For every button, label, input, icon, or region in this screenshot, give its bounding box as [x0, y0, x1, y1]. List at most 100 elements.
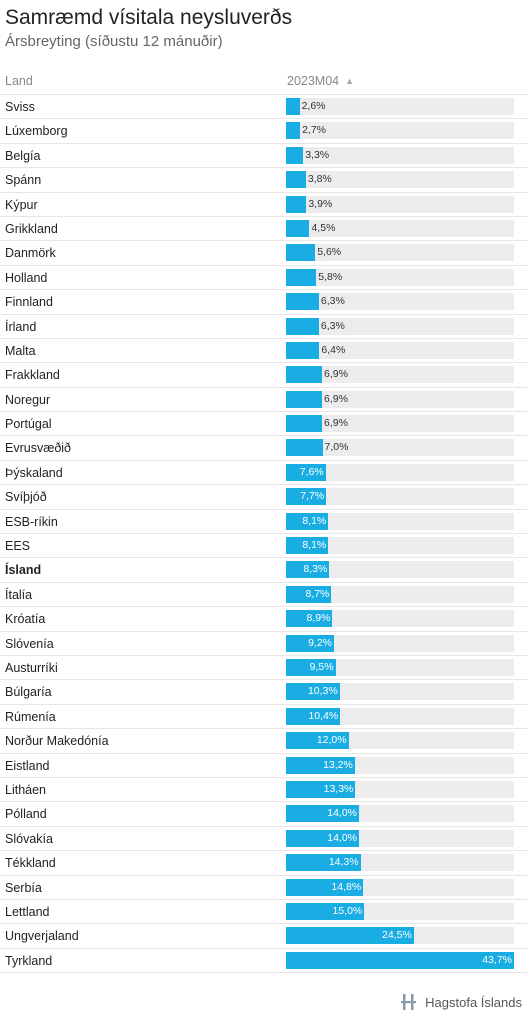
value-label: 8,7% — [305, 587, 330, 600]
value-label: 6,9% — [324, 392, 348, 405]
column-header-value[interactable]: 2023M04 ▲ — [287, 74, 354, 88]
bar-track — [286, 268, 514, 286]
country-label: Búlgaría — [5, 685, 52, 700]
bar-track — [286, 439, 514, 457]
value-label: 7,7% — [300, 490, 325, 503]
country-label: Svíþjóð — [5, 490, 47, 505]
bar[interactable] — [286, 146, 304, 164]
bar[interactable] — [286, 732, 349, 750]
bar[interactable] — [286, 707, 341, 725]
bar-track — [286, 171, 514, 189]
bar[interactable] — [286, 341, 320, 359]
bar-track — [286, 146, 514, 164]
bar[interactable] — [286, 244, 316, 262]
country-label: Austurríki — [5, 660, 58, 675]
bar[interactable] — [286, 219, 310, 237]
bar-track — [286, 415, 514, 433]
bar[interactable] — [286, 610, 333, 628]
value-label: 2,7% — [302, 124, 327, 137]
table-row: Belgía 3,3% — [0, 144, 528, 169]
bar[interactable] — [286, 780, 356, 798]
bar[interactable] — [286, 902, 365, 920]
bar[interactable] — [286, 317, 319, 335]
table-row: Eistland 13,2% — [0, 754, 528, 778]
bar[interactable] — [286, 171, 306, 189]
table-row: EES 8,1% — [0, 534, 528, 559]
brand-name: Hagstofa Íslands — [425, 994, 522, 1010]
bar[interactable] — [286, 488, 327, 506]
value-label: 3,3% — [305, 148, 330, 161]
value-label: 8,3% — [303, 563, 328, 576]
country-label: Írland — [5, 319, 37, 334]
column-header-country[interactable]: Land — [5, 74, 33, 88]
table-row: Austurríki 9,5% — [0, 656, 528, 681]
country-label: Slóvakía — [5, 831, 53, 846]
bar[interactable] — [286, 854, 361, 872]
bar[interactable] — [286, 122, 301, 140]
value-label: 8,1% — [302, 514, 327, 527]
country-label: Lúxemborg — [5, 124, 68, 139]
table-row: Lettland 15,0% — [0, 900, 528, 925]
value-label: 14,3% — [328, 856, 359, 869]
bar-track — [286, 463, 514, 481]
bar[interactable] — [286, 634, 334, 652]
table-row: Lúxemborg 2,7% — [0, 119, 528, 144]
bar[interactable] — [286, 561, 330, 579]
bar[interactable] — [286, 585, 332, 603]
country-label: Noregur — [5, 392, 51, 407]
value-label: 6,3% — [320, 319, 345, 332]
hagstofa-logo-icon — [401, 994, 417, 1010]
value-label: 8,1% — [302, 539, 327, 552]
table-row: Sviss 2,6% — [0, 95, 528, 120]
bar-track — [286, 658, 514, 676]
bar[interactable] — [286, 658, 336, 676]
bar[interactable] — [286, 927, 414, 945]
value-label: 10,4% — [308, 709, 339, 722]
bar[interactable] — [286, 512, 329, 530]
bar[interactable] — [286, 439, 323, 457]
bar[interactable] — [286, 98, 300, 115]
country-label: Lettland — [5, 904, 50, 919]
country-label: Sviss — [5, 100, 35, 114]
bar-track — [286, 195, 514, 213]
column-header-value-label: 2023M04 — [287, 74, 340, 88]
sort-ascending-icon[interactable]: ▲ — [345, 76, 355, 86]
country-label: Norður Makedónía — [5, 734, 109, 749]
country-label: Ungverjaland — [5, 929, 79, 944]
header-divider — [0, 94, 528, 95]
table-row: Malta 6,4% — [0, 339, 528, 364]
country-label: Þýskaland — [5, 465, 63, 480]
country-label: Evrusvæðið — [5, 441, 71, 456]
country-label: Ísland — [5, 563, 42, 578]
bar[interactable] — [286, 878, 364, 896]
country-label: EES — [5, 539, 31, 554]
country-label: Pólland — [5, 807, 47, 822]
value-label: 8,9% — [306, 612, 331, 625]
bar[interactable] — [286, 756, 355, 774]
bar[interactable] — [286, 390, 322, 408]
bar[interactable] — [286, 829, 360, 847]
bar[interactable] — [286, 293, 319, 311]
country-label: Frakkland — [5, 368, 60, 383]
value-label: 5,8% — [318, 270, 343, 283]
table-row: Danmörk 5,6% — [0, 241, 528, 266]
bar[interactable] — [286, 366, 322, 384]
table-row: ESB-ríkin 8,1% — [0, 510, 528, 535]
bar[interactable] — [286, 415, 322, 433]
bar-track — [286, 585, 514, 603]
country-label: Malta — [5, 343, 36, 358]
bar[interactable] — [286, 268, 317, 286]
value-label: 7,6% — [299, 465, 324, 478]
bar[interactable] — [286, 683, 340, 701]
table-row: Slóvenía 9,2% — [0, 632, 528, 656]
bar[interactable] — [286, 537, 329, 555]
country-label: Finnland — [5, 295, 53, 310]
country-label: Grikkland — [5, 221, 58, 236]
bar[interactable] — [286, 951, 514, 969]
bar[interactable] — [286, 195, 307, 213]
country-label: Portúgal — [5, 417, 52, 432]
country-label: Kýpur — [5, 197, 38, 212]
bar[interactable] — [286, 463, 326, 481]
bar[interactable] — [286, 805, 360, 823]
bar-track — [286, 683, 514, 701]
